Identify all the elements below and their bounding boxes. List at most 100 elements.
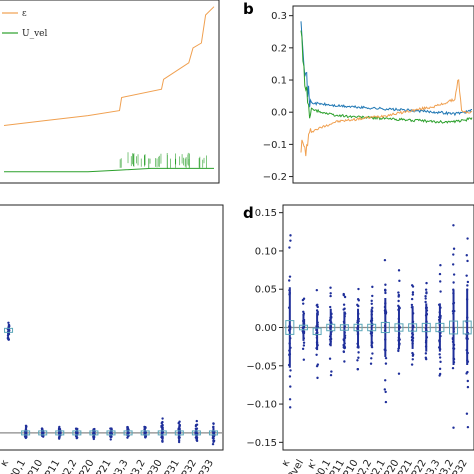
panel-c-category-4: P2,2 bbox=[59, 458, 79, 474]
panel-b-ytick-label-1: 0.2 bbox=[271, 43, 287, 54]
panel-d-point-9-20 bbox=[411, 285, 415, 288]
panel-d-point-6-14 bbox=[371, 285, 374, 289]
panel-d-point-11-19 bbox=[438, 356, 442, 359]
panel-a-series bbox=[3, 6, 215, 173]
panel-d-point-9-16 bbox=[411, 354, 415, 357]
panel-d-point-0-15 bbox=[289, 369, 292, 372]
panel-d-point-1-25 bbox=[302, 344, 306, 347]
panel-d-box-8 bbox=[394, 323, 404, 332]
panel-d-point-0-9 bbox=[288, 279, 291, 282]
panel-d-point-9-7 bbox=[410, 363, 414, 366]
panel-d-box-11 bbox=[435, 322, 445, 333]
panel-d-point-4-23 bbox=[343, 360, 346, 363]
panel-d-y-axis: 0.15 0.10 0.05 0.00 −0.05 −0.10 −0.15 bbox=[246, 208, 283, 449]
panel-d-point-6-11 bbox=[371, 306, 374, 310]
panel-d-point-13-20 bbox=[465, 254, 468, 257]
panel-d-point-12-3 bbox=[452, 224, 455, 227]
panel-c-point-12-16 bbox=[211, 442, 215, 446]
panel-d-point-10-2 bbox=[424, 297, 427, 300]
panel-c-boxes bbox=[0, 321, 222, 446]
panel-b-ytick-label-2: 0.1 bbox=[271, 76, 287, 87]
panel-d-point-12-7 bbox=[452, 426, 455, 429]
panel-b-series bbox=[300, 21, 473, 157]
panel-d-point-3-6 bbox=[329, 373, 333, 377]
panel-d-point-0-2 bbox=[289, 239, 292, 242]
panel-d-point-0-23 bbox=[288, 375, 292, 378]
panel-d-point-3-20 bbox=[329, 305, 332, 309]
panel-d-point-7-14 bbox=[384, 283, 387, 286]
panel-c-point-9-24 bbox=[160, 424, 163, 428]
panel-c-point-6-13 bbox=[109, 438, 112, 441]
panel-d-point-11-23 bbox=[438, 353, 441, 356]
panel-d-point-2-27 bbox=[315, 288, 319, 292]
panel-c-box-6 bbox=[106, 430, 116, 436]
panel-d-point-13-2 bbox=[466, 385, 470, 389]
panel-d-point-8-21 bbox=[397, 372, 401, 375]
panel-d-ytick-label-3: 0.00 bbox=[255, 323, 277, 334]
panel-d-point-11-11 bbox=[439, 264, 442, 267]
panel-d-point-12-6 bbox=[451, 263, 455, 266]
panel-d-point-9-24 bbox=[410, 297, 414, 301]
panel-d-point-11-17 bbox=[438, 367, 442, 371]
panel-d-point-13-27 bbox=[466, 280, 470, 284]
panel-c-point-5-23 bbox=[92, 435, 95, 438]
panel-b-ytick-label-4: −0.1 bbox=[263, 140, 287, 151]
panel-d-point-7-5 bbox=[384, 356, 388, 360]
panel-c-box-12 bbox=[208, 430, 218, 436]
panel-d-point-1-27 bbox=[302, 341, 306, 344]
panel-c-point-9-10 bbox=[160, 421, 163, 425]
panel-d-point-6-15 bbox=[370, 302, 373, 306]
panel-a-line-green bbox=[4, 167, 214, 173]
panel-c-point-6-26 bbox=[110, 427, 113, 430]
panel-c-box-10 bbox=[174, 430, 184, 436]
panel-c-category-0: κ bbox=[0, 458, 11, 469]
panel-d-point-6-18 bbox=[369, 362, 373, 365]
panel-d-point-5-4 bbox=[357, 351, 360, 354]
panel-d-point-3-11 bbox=[330, 370, 333, 373]
panel-c-category-8: P3,2 bbox=[127, 458, 147, 474]
panel-d-point-8-1 bbox=[398, 279, 401, 283]
panel-c-categories: κP0,1P10P11P2,2P20P21P3,3P3,2P30P31P32P3… bbox=[0, 458, 216, 474]
panel-d-point-2-11 bbox=[316, 305, 319, 309]
panel-d-point-10-24 bbox=[424, 300, 427, 304]
panel-c-point-7-13 bbox=[126, 436, 129, 439]
panel-b: b 0.3 0.2 0.1 0.0 −0.1 −0.2 bbox=[243, 0, 474, 184]
panel-d-ytick-label-2: 0.05 bbox=[255, 285, 277, 296]
panel-c-point-8-24 bbox=[143, 427, 146, 431]
panel-d-point-1-8 bbox=[302, 358, 306, 361]
panel-c-category-9: P30 bbox=[146, 458, 165, 474]
panel-d-point-3-22 bbox=[329, 286, 332, 289]
panel-c: κP0,1P10P11P2,2P20P21P3,3P3,2P30P31P32P3… bbox=[0, 204, 224, 474]
panel-label-b: b bbox=[243, 0, 254, 18]
panel-d-point-1-19 bbox=[302, 310, 305, 314]
panel-d-point-2-26 bbox=[315, 364, 319, 368]
panel-c-point-7-26 bbox=[126, 427, 130, 430]
panel-c-box-7 bbox=[123, 430, 133, 436]
panel-a-frame bbox=[0, 0, 220, 184]
panel-c-point-1-18 bbox=[25, 425, 28, 428]
panel-d-point-8-26 bbox=[397, 291, 400, 294]
panel-d-box-4 bbox=[339, 324, 349, 331]
panel-d-box-9 bbox=[408, 323, 418, 332]
panel-c-box-9 bbox=[157, 430, 167, 436]
panel-b-ytick-label-3: 0.0 bbox=[271, 108, 287, 119]
panel-d-point-7-27 bbox=[384, 379, 387, 382]
panel-c-box-4 bbox=[72, 430, 82, 436]
panel-d-point-2-17 bbox=[316, 376, 319, 380]
panel-d-point-5-19 bbox=[356, 359, 359, 362]
panel-d-point-9-13 bbox=[410, 303, 414, 307]
panel-c-box-1 bbox=[21, 430, 31, 436]
panel-a-legend: ε U_vel bbox=[2, 9, 47, 39]
panel-c-point-12-12 bbox=[212, 425, 215, 429]
panel-d-point-13-9 bbox=[466, 237, 469, 240]
panel-d-point-5-18 bbox=[356, 303, 359, 307]
panel-d-box-12 bbox=[449, 320, 459, 335]
panel-d-point-7-0 bbox=[384, 390, 387, 394]
panel-d-point-3-9 bbox=[329, 294, 332, 298]
panel-d-point-8-13 bbox=[397, 299, 400, 303]
panel-d-point-4-25 bbox=[342, 292, 345, 296]
panel-d-point-1-4 bbox=[301, 347, 305, 351]
panel-c-point-1-22 bbox=[24, 427, 28, 431]
panel-label-d: d bbox=[243, 204, 254, 222]
